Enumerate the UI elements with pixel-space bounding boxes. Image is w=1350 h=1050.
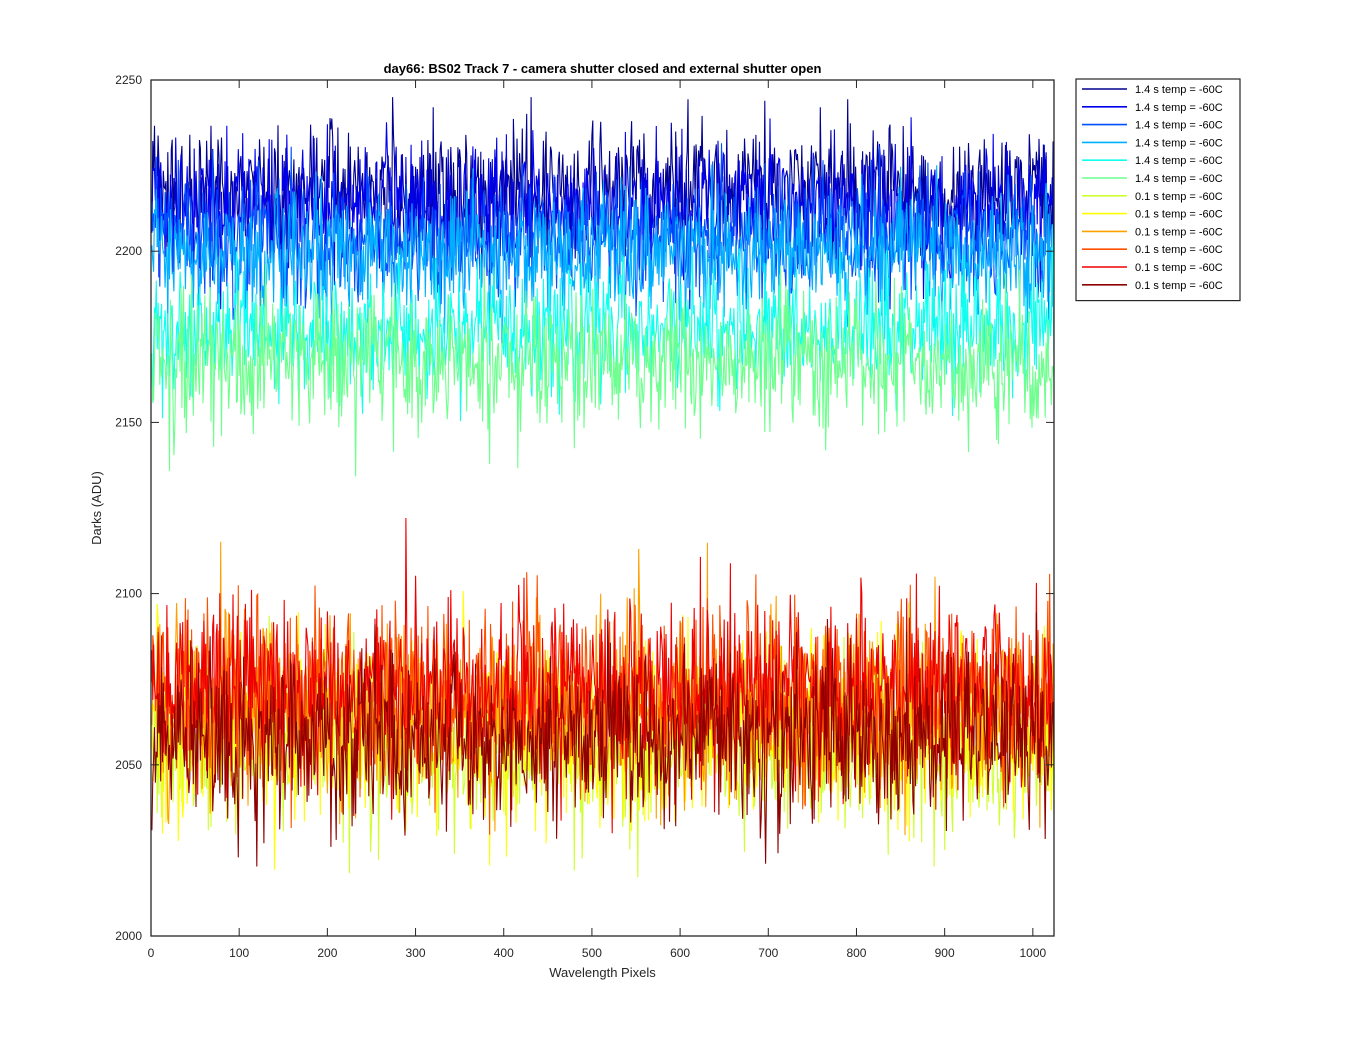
legend-box (1075, 78, 1241, 302)
legend-entry: 1.4 s temp = -60C (1135, 173, 1223, 185)
legend-entry: 0.1 s temp = -60C (1135, 191, 1223, 203)
series-line-12 (151, 612, 1054, 867)
legend-entry: 0.1 s temp = -60C (1135, 280, 1223, 292)
x-tick-label: 500 (582, 946, 602, 960)
legend: 1.4 s temp = -60C 1.4 s temp = -60C 1.4 s … (1075, 78, 1241, 302)
y-tick-label: 2000 (115, 929, 142, 943)
y-axis-label: Darks (ADU) (89, 471, 104, 545)
x-tick-label: 800 (846, 946, 866, 960)
legend-entry: 0.1 s temp = -60C (1135, 244, 1223, 256)
x-tick-label: 900 (935, 946, 955, 960)
x-tick-label: 200 (317, 946, 337, 960)
x-tick-label: 400 (494, 946, 514, 960)
legend-entry: 1.4 s temp = -60C (1135, 120, 1223, 132)
legend-entry: 1.4 s temp = -60C (1135, 155, 1223, 167)
x-tick-label: 100 (229, 946, 249, 960)
y-tick-label: 2050 (115, 758, 142, 772)
y-tick-label: 2150 (115, 415, 142, 429)
legend-entry: 1.4 s temp = -60C (1135, 102, 1223, 114)
y-tick-label: 2200 (115, 244, 142, 258)
x-tick-label: 600 (670, 946, 690, 960)
legend-entry: 1.4 s temp = -60C (1135, 137, 1223, 149)
series-line-4 (151, 164, 1054, 348)
chart-title: day66: BS02 Track 7 - camera shutter clo… (384, 61, 822, 76)
series-line-3 (151, 143, 1054, 320)
x-tick-label: 300 (406, 946, 426, 960)
y-tick-label: 2100 (115, 587, 142, 601)
legend-entry: 0.1 s temp = -60C (1135, 262, 1223, 274)
series-line-6 (151, 264, 1054, 477)
legend-entry: 1.4 s temp = -60C (1135, 84, 1223, 96)
y-tick-label: 2250 (115, 73, 142, 87)
x-tick-label: 0 (148, 946, 155, 960)
plot-area-frame (150, 79, 1055, 937)
x-tick-label: 700 (758, 946, 778, 960)
x-tick-label: 1000 (1019, 946, 1046, 960)
series-layer (151, 97, 1054, 878)
x-axis-label: Wavelength Pixels (549, 965, 656, 980)
legend-entry: 0.1 s temp = -60C (1135, 226, 1223, 238)
legend-entry: 0.1 s temp = -60C (1135, 209, 1223, 221)
axis-ticks: 0 100 200 300 400 500 600 700 800 900 1000 2000 2050… (115, 73, 1054, 960)
